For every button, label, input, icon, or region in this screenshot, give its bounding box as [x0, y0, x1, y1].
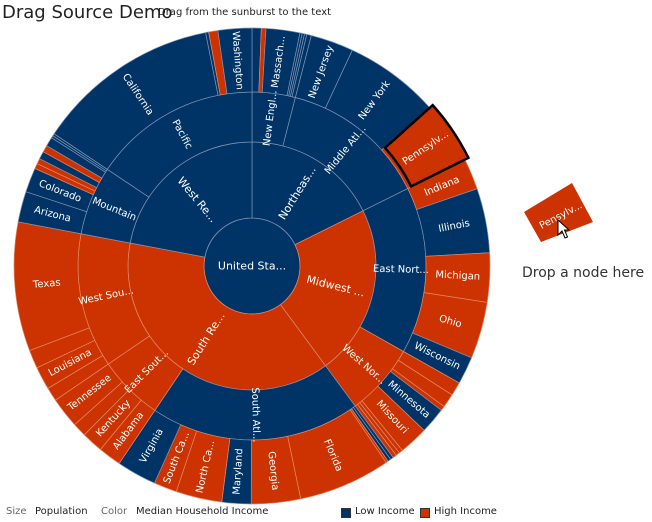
sunburst-chart[interactable]: United Sta...Northeas...New Engl...Massa… — [0, 0, 652, 505]
color-label: Color — [101, 506, 128, 517]
sunburst-node-washington[interactable] — [217, 27, 253, 95]
sunburst-rings: United Sta...Northeas...New Engl...Massa… — [13, 27, 491, 505]
sunburst-label-south-atl: South Atl... — [249, 387, 261, 442]
drop-target[interactable]: Drop a node here — [522, 265, 645, 281]
legend-swatch-low-income — [341, 508, 351, 518]
page-subtitle: Drag from the sunburst to the text — [158, 7, 332, 18]
legend-label-low-income: Low Income — [355, 506, 415, 517]
sunburst-label-washington: Washington — [230, 31, 245, 90]
sunburst-label-georgia: Georgia — [265, 451, 280, 491]
selected-node-outline[interactable] — [383, 103, 471, 189]
page-title: Drag Source Demo — [2, 2, 173, 23]
dragged-node-shape[interactable] — [524, 183, 593, 242]
sunburst-label-united-sta: United Sta... — [218, 260, 286, 273]
size-value: Population — [35, 506, 88, 517]
mouse-cursor-icon — [557, 218, 571, 239]
size-label: Size — [6, 506, 27, 517]
sunburst-label-michigan: Michigan — [435, 270, 480, 283]
sunburst-label-maryland: Maryland — [231, 448, 245, 495]
sunburst-label-texas: Texas — [32, 277, 62, 291]
sunburst-label-east-nort: East Nort... — [373, 264, 429, 276]
color-value: Median Household Income — [136, 506, 269, 517]
legend-label-high-income: High Income — [434, 506, 497, 517]
chart-footer: Size Population Color Median Household I… — [0, 506, 652, 522]
legend-swatch-high-income — [420, 508, 430, 518]
